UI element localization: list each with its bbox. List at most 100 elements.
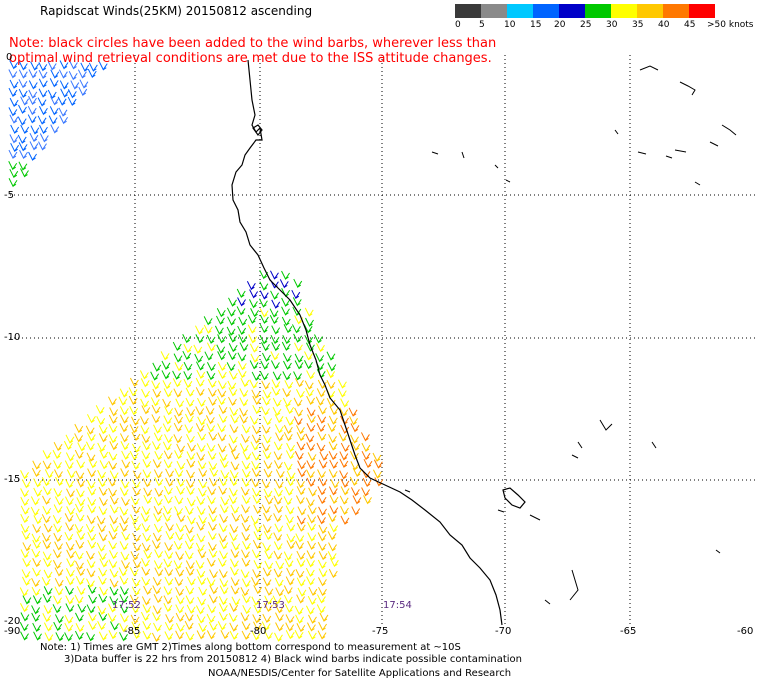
wind-barb [185,397,195,408]
wind-barb [249,360,259,370]
wind-barb [281,297,291,308]
wind-barb [97,621,107,631]
wind-barb [272,406,282,417]
legend-swatch-7 [637,4,663,18]
wind-barb [240,486,250,497]
wind-barb [284,558,294,568]
wind-barb [195,605,205,615]
wind-barb [75,612,84,622]
wind-barb [281,306,290,316]
wind-barb [318,577,327,587]
wind-barb [173,540,183,551]
wind-barb [264,586,274,596]
wind-barb [74,503,84,514]
wind-barb [307,521,316,532]
wind-barb [130,604,140,614]
wind-barb [340,478,350,488]
wind-barb [76,478,86,488]
wind-barb [273,568,283,578]
wind-barb [86,632,96,642]
wind-barb [143,487,153,497]
wind-barb [217,361,227,372]
wind-barb [86,604,96,614]
wind-barb [272,371,282,381]
wind-barb [262,524,272,534]
wind-barb [172,341,182,352]
wind-barb [42,450,52,460]
wind-barb [59,115,69,125]
wind-barb [348,407,358,417]
wind-barb [250,478,260,488]
wind-barb [41,532,51,543]
wind-barb [285,416,295,426]
wind-barb [173,560,183,570]
wind-barb [53,532,63,543]
inland-features [404,65,737,605]
wind-barb [208,548,218,559]
wind-barb [121,560,130,570]
wind-barb [63,440,73,451]
wind-barb [274,487,283,498]
wind-barb [261,424,271,434]
wind-barb [129,406,139,416]
wind-barb [140,416,149,426]
wind-barb [173,388,183,398]
wind-barb [262,577,272,587]
wind-barb [247,324,257,334]
wind-barb [154,549,164,559]
wind-barb [226,326,236,336]
wind-barb [19,622,29,632]
wind-barb [121,497,130,507]
wind-barb [270,351,280,361]
wind-barb [228,343,238,353]
wind-barb [207,387,217,398]
wind-barb [42,486,52,496]
wind-barb [53,523,63,533]
wind-barb [65,595,75,605]
wind-barb [42,613,52,623]
lat-lon-grid [10,55,755,625]
wind-barb [306,477,316,487]
wind-barb [340,442,350,453]
wind-barb [230,450,240,461]
wind-barb [239,342,249,352]
y-tick-minus15: -15 [4,474,21,485]
wind-barb [230,558,239,568]
wind-barb [151,441,161,451]
wind-barb [259,371,269,381]
wind-barb [239,407,248,417]
wind-barb [196,506,206,516]
wind-barb [318,405,327,415]
wind-barb [174,362,184,372]
wind-barb [198,479,208,489]
wind-barb [252,494,262,505]
wind-barb [241,495,251,505]
wind-barb [285,630,295,640]
wind-barb [195,325,204,335]
wind-barb [131,621,141,631]
wind-barb [140,425,150,435]
wind-barb [238,316,248,326]
wind-barb [183,361,193,372]
wind-barb [87,584,97,595]
wind-barb [196,614,206,624]
wind-barb [87,531,97,542]
wind-barb [161,360,171,370]
wind-barb [314,334,323,344]
wind-barb [251,451,261,461]
wind-barb [31,586,41,597]
wind-barb [8,178,18,188]
wind-barb [293,416,303,426]
wind-barb [9,168,19,179]
wind-barb [203,316,213,326]
wind-barb [65,434,75,444]
wind-barb [153,432,163,442]
wind-barb [174,414,184,425]
wind-barb [97,469,107,480]
wind-barb [98,61,108,71]
wind-barb [120,468,130,478]
wind-barb [119,487,129,497]
wind-barb [43,586,53,596]
note-banner: Note: black circles have been added to t… [9,36,497,66]
wind-barb [174,495,184,505]
